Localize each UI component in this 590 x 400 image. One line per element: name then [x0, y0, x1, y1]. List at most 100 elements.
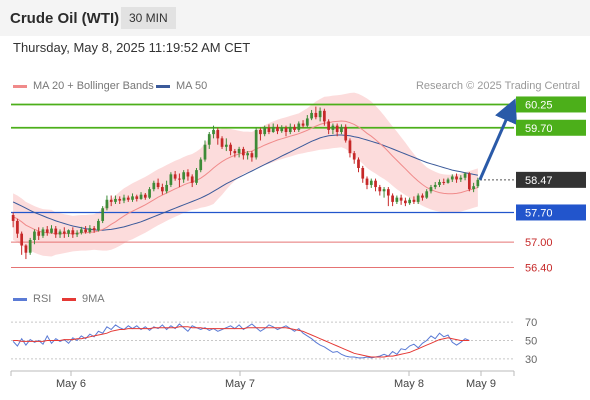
candle-body	[45, 229, 49, 233]
instrument-title: Crude Oil (WTI)	[10, 10, 120, 27]
candle-body	[97, 220, 100, 231]
candle-body	[54, 228, 58, 235]
candle-body	[37, 231, 41, 236]
candle-body	[237, 148, 241, 154]
rsi-9ma-line	[13, 326, 470, 358]
candle-body	[173, 174, 177, 179]
interval-badge[interactable]: 30 MIN	[121, 7, 176, 29]
support-label-bg	[516, 204, 586, 221]
candle-body	[310, 112, 313, 119]
rsi-swatch	[13, 297, 27, 301]
candle-body	[323, 110, 326, 122]
candle-body	[374, 180, 377, 188]
rsi-legend-label: RSI	[33, 293, 52, 305]
candle-body	[79, 229, 83, 233]
level-labels: 60.25 59.70 58.47 57.70 57.00 56.40	[516, 96, 586, 275]
candle-body	[438, 181, 441, 185]
candle-body	[408, 199, 412, 204]
candle-body	[67, 230, 70, 234]
candle-body	[404, 200, 407, 204]
candle-body	[190, 176, 194, 183]
rsi-line	[12, 323, 470, 359]
legend-rsi: RSI	[13, 293, 51, 305]
candle-body	[446, 179, 450, 183]
resistance-label: 59.70	[525, 123, 553, 135]
candle-body	[84, 229, 87, 232]
support-label: 57.70	[525, 207, 553, 219]
candle-body	[224, 144, 228, 147]
legend-ma20: MA 20 + Bollinger Bands	[13, 80, 154, 92]
candle-body	[416, 195, 420, 202]
candle-body	[267, 127, 271, 132]
candle-body	[369, 180, 373, 185]
bollinger-band-area	[13, 92, 478, 257]
candle-body	[11, 215, 15, 221]
candle-body	[20, 233, 24, 246]
time-axis-label: May 8	[394, 378, 424, 390]
candle-body	[105, 199, 109, 209]
candle-body	[126, 197, 130, 200]
candle-body	[361, 168, 365, 179]
candle-body	[263, 127, 267, 135]
candle-body	[348, 140, 352, 154]
candle-body	[259, 129, 262, 135]
credit-text: Research © 2025 Trading Central	[415, 80, 580, 92]
candle-body	[169, 174, 173, 185]
candle-body	[229, 144, 232, 152]
candles	[11, 106, 480, 260]
candle-body	[293, 126, 296, 130]
candle-body	[50, 228, 53, 233]
candle-body	[391, 195, 394, 202]
candle-body	[250, 153, 254, 158]
ma50-label: MA 50	[176, 80, 208, 92]
candle-body	[459, 177, 463, 180]
ma20-label: MA 20 + Bollinger Bands	[33, 80, 154, 92]
candle-body	[271, 126, 275, 132]
candle-body	[246, 153, 249, 156]
time-axis: May 6 May 7 May 8 May 9	[10, 370, 515, 390]
candle-body	[425, 191, 429, 198]
candle-body	[357, 159, 360, 168]
candle-body	[160, 187, 164, 192]
header-bar: Crude Oil (WTI) 30 MIN	[0, 0, 590, 36]
time-axis-label: May 7	[225, 378, 255, 390]
candle-body	[314, 112, 318, 118]
time-axis-label: May 9	[466, 378, 496, 390]
candle-body	[122, 197, 126, 201]
candle-body	[212, 129, 215, 135]
candle-body	[165, 184, 168, 192]
candle-body	[178, 178, 181, 180]
candle-body	[101, 208, 105, 221]
datetime-label: Thursday, May 8, 2025 11:19:52 AM CET	[13, 40, 251, 55]
candle-body	[33, 231, 36, 240]
ma20-line	[12, 120, 479, 235]
candle-body	[386, 189, 390, 196]
candle-body	[216, 129, 220, 139]
candle-body	[463, 173, 467, 178]
rsi-tick-label: 70	[525, 317, 537, 329]
candle-body	[62, 231, 66, 234]
rsi-tick-label: 50	[525, 336, 537, 348]
resistance-label-bg	[516, 96, 586, 113]
candle-body	[382, 189, 386, 192]
candle-body	[88, 228, 92, 232]
candle-body	[41, 229, 45, 236]
candle-body	[131, 196, 134, 200]
candle-body	[16, 220, 19, 234]
candle-body	[280, 127, 284, 132]
ma50-swatch	[156, 84, 170, 88]
candle-body	[297, 123, 301, 130]
candle-body	[284, 127, 288, 132]
rsi-tick-label: 30	[525, 354, 537, 366]
candle-body	[395, 197, 399, 202]
projection-arrow	[478, 98, 517, 181]
weak-support-label: 57.00	[525, 237, 553, 249]
candle-body	[75, 232, 79, 235]
candle-body	[152, 182, 156, 190]
candle-body	[467, 173, 471, 190]
candle-body	[199, 159, 203, 171]
time-axis-label: May 6	[56, 378, 86, 390]
candle-body	[450, 176, 454, 180]
candle-body	[135, 196, 139, 199]
